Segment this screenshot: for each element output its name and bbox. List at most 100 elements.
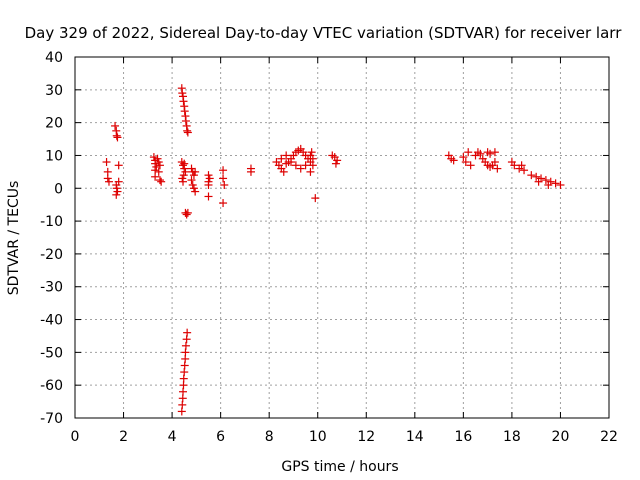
x-tick-label: 2 [119, 429, 128, 445]
data-point [282, 151, 291, 160]
x-tick-label: 0 [71, 429, 80, 445]
x-axis-label: GPS time / hours [281, 459, 398, 475]
data-point [246, 167, 255, 176]
data-point [204, 180, 213, 189]
data-point [296, 164, 305, 173]
data-point [476, 149, 485, 158]
data-point [187, 176, 196, 185]
data-point [154, 167, 163, 176]
data-point [112, 131, 121, 140]
grid [75, 57, 609, 418]
data-point [306, 167, 315, 176]
data-point [180, 159, 189, 168]
data-point [111, 121, 120, 130]
data-point [311, 194, 320, 203]
data-point [534, 177, 543, 186]
data-point [149, 153, 158, 162]
data-point [179, 97, 188, 106]
data-point [219, 166, 228, 175]
chart-title: Day 329 of 2022, Sidereal Day-to-day VTE… [25, 24, 623, 42]
data-point [551, 179, 560, 188]
data-point [466, 161, 475, 170]
data-point [104, 177, 113, 186]
data-point [307, 148, 316, 157]
y-tick-label: 10 [45, 148, 63, 164]
y-axis-label: SDTVAR / TECUs [6, 181, 22, 296]
x-tick-label: 16 [454, 429, 472, 445]
data-point [152, 162, 161, 171]
data-point [114, 177, 123, 186]
y-tick-label: -60 [40, 378, 63, 394]
y-tick-label: -50 [40, 345, 63, 361]
data-point [204, 192, 213, 201]
data-point [308, 154, 317, 163]
y-tick-label: -30 [40, 280, 63, 296]
y-tick-label: -70 [40, 411, 63, 427]
y-tick-label: 20 [45, 116, 63, 132]
data-point [183, 128, 192, 137]
x-tick-label: 22 [600, 429, 618, 445]
data-point [151, 172, 160, 181]
data-point [183, 208, 192, 217]
data-point [103, 174, 112, 183]
x-tick-label: 6 [216, 429, 225, 445]
data-point [189, 171, 198, 180]
x-tick-label: 14 [406, 429, 424, 445]
data-point [461, 158, 470, 167]
data-point [205, 174, 214, 183]
data-point [541, 176, 550, 185]
x-tick-label: 10 [309, 429, 327, 445]
data-point [181, 341, 190, 350]
data-point [520, 166, 529, 175]
x-tick-label: 18 [503, 429, 521, 445]
data-point [182, 210, 191, 219]
data-point [113, 133, 122, 142]
x-tick-label: 8 [265, 429, 274, 445]
x-tick-label: 12 [357, 429, 375, 445]
data-points [102, 84, 565, 416]
data-point [331, 159, 340, 168]
axis-ticks: 0 2 4 6 8 10 12 14 16 18 20 22 -70 -60 -50 -40 -30 -20 -10… [40, 50, 618, 445]
data-point [179, 177, 188, 186]
data-point [556, 180, 565, 189]
plot-area-frame [74, 56, 610, 419]
data-point [517, 161, 526, 170]
y-tick-label: -10 [40, 214, 63, 230]
data-point [220, 180, 229, 189]
data-point [113, 187, 122, 196]
data-point [157, 177, 166, 186]
data-point [188, 180, 197, 189]
y-tick-label: 30 [45, 83, 63, 99]
data-point [219, 174, 228, 183]
data-point [490, 158, 499, 167]
data-point [279, 167, 288, 176]
data-point [301, 161, 310, 170]
data-point [493, 164, 502, 173]
data-point [449, 156, 458, 165]
data-point [183, 328, 192, 337]
data-point [532, 172, 541, 181]
data-point [191, 167, 200, 176]
data-point [483, 148, 492, 157]
data-point [459, 153, 468, 162]
data-point [181, 116, 190, 125]
data-point [464, 148, 473, 157]
data-point [277, 154, 286, 163]
data-point [181, 167, 190, 176]
y-tick-label: 40 [45, 50, 63, 66]
data-point [510, 161, 519, 170]
data-point [102, 158, 111, 167]
data-point [189, 184, 198, 193]
data-point [527, 171, 536, 180]
data-point [219, 199, 228, 208]
x-tick-label: 4 [168, 429, 177, 445]
data-point [183, 126, 192, 135]
data-point [154, 158, 163, 167]
data-point [179, 161, 188, 170]
data-point [178, 174, 187, 183]
data-point [179, 171, 188, 180]
y-tick-label: -20 [40, 247, 63, 263]
data-point [180, 107, 189, 116]
y-tick-label: 0 [54, 181, 63, 197]
